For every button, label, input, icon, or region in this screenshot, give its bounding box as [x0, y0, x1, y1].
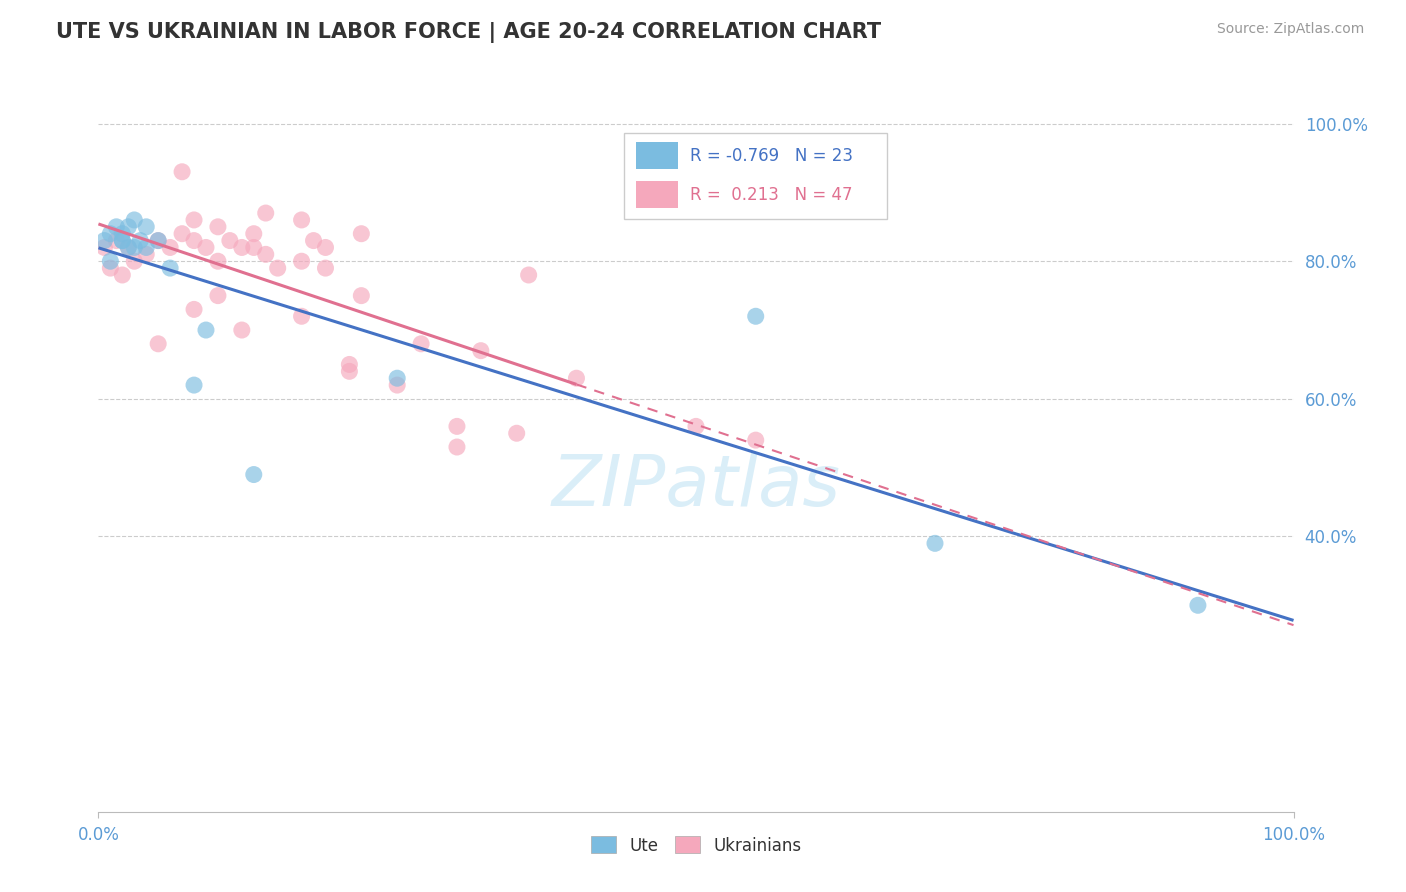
Bar [637, 181, 678, 209]
Point [315, 240, 337, 254]
Point [924, 536, 946, 550]
Point [350, 288, 373, 302]
Point [148, 234, 170, 248]
Text: UTE VS UKRAINIAN IN LABOR FORCE | AGE 20-24 CORRELATION CHART: UTE VS UKRAINIAN IN LABOR FORCE | AGE 20… [56, 22, 882, 44]
Point [117, 240, 139, 254]
Point [93, 234, 115, 248]
Point [135, 240, 157, 254]
Point [111, 268, 134, 282]
Point [159, 261, 181, 276]
Point [470, 343, 492, 358]
Point [243, 227, 266, 241]
Point [291, 213, 314, 227]
Point [1187, 599, 1209, 613]
Point [385, 378, 409, 392]
Y-axis label: In Labor Force | Age 20-24: In Labor Force | Age 20-24 [0, 341, 8, 560]
Point [172, 165, 194, 179]
Point [411, 336, 433, 351]
Point [231, 323, 253, 337]
Legend: Ute, Ukrainians: Ute, Ukrainians [583, 830, 808, 861]
Point [105, 219, 128, 234]
Point [517, 268, 540, 282]
Point [207, 219, 229, 234]
Point [93, 240, 115, 254]
Point [207, 288, 229, 302]
Point [98, 254, 122, 268]
Point [291, 254, 314, 268]
Point [148, 234, 170, 248]
Point [350, 227, 373, 241]
Point [207, 254, 229, 268]
Point [172, 227, 194, 241]
Point [195, 323, 218, 337]
Point [148, 336, 170, 351]
Point [267, 261, 290, 276]
Point [135, 247, 157, 261]
Point [745, 310, 768, 324]
Bar [637, 142, 678, 169]
Point [124, 213, 146, 227]
Point [446, 419, 468, 434]
Point [243, 467, 266, 482]
Point [302, 234, 325, 248]
Point [183, 213, 205, 227]
Point [129, 234, 152, 248]
Point [135, 219, 157, 234]
Point [111, 234, 134, 248]
Text: R = -0.769   N = 23: R = -0.769 N = 23 [690, 146, 853, 165]
Point [159, 240, 181, 254]
Point [124, 254, 146, 268]
Point [231, 240, 253, 254]
Point [339, 358, 361, 372]
Point [183, 378, 205, 392]
Point [183, 302, 205, 317]
Point [183, 234, 205, 248]
Point [117, 240, 139, 254]
Point [98, 261, 122, 276]
Point [685, 419, 707, 434]
Point [98, 227, 122, 241]
Point [339, 364, 361, 378]
Point [111, 234, 134, 248]
Text: Source: ZipAtlas.com: Source: ZipAtlas.com [1216, 22, 1364, 37]
Point [446, 440, 468, 454]
Point [745, 433, 768, 447]
Point [243, 240, 266, 254]
Point [111, 227, 134, 241]
Point [254, 206, 277, 220]
Point [195, 240, 218, 254]
Point [124, 240, 146, 254]
Point [385, 371, 409, 385]
Point [219, 234, 242, 248]
Text: R =  0.213   N = 47: R = 0.213 N = 47 [690, 186, 852, 203]
FancyBboxPatch shape [624, 133, 887, 219]
Point [565, 371, 588, 385]
Point [291, 310, 314, 324]
Point [254, 247, 277, 261]
Point [315, 261, 337, 276]
Point [506, 426, 529, 441]
Point [117, 219, 139, 234]
Text: ZIPatlas: ZIPatlas [551, 452, 841, 521]
Point [105, 234, 128, 248]
